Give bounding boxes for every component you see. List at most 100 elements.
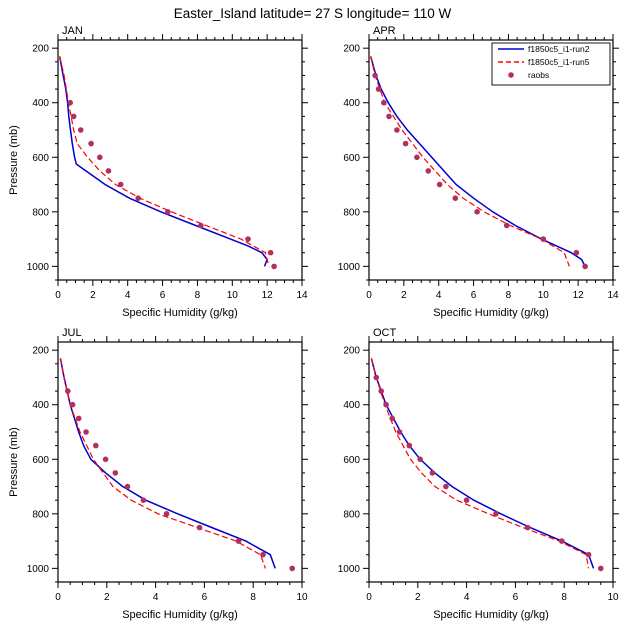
raobs-point: [163, 511, 170, 517]
raobs-point: [573, 249, 580, 256]
panel-title: APR: [373, 25, 396, 37]
y-tick-label: 1000: [338, 262, 361, 273]
y-tick-label: 400: [343, 400, 360, 411]
x-tick-label: 6: [160, 290, 166, 301]
x-tick-label: 8: [250, 592, 256, 603]
x-tick-label: 4: [153, 592, 159, 603]
y-tick-label: 400: [343, 98, 360, 109]
x-axis-label: Specific Humidity (g/kg): [433, 609, 549, 621]
raobs-point: [402, 140, 409, 147]
x-tick-label: 8: [506, 290, 512, 301]
panel-title: OCT: [373, 327, 397, 339]
raobs-point: [383, 401, 389, 408]
y-tick-label: 400: [32, 98, 49, 109]
raobs-point: [493, 511, 499, 517]
y-tick-label: 800: [32, 207, 49, 218]
raobs-point: [443, 483, 449, 490]
raobs-point: [598, 565, 604, 572]
raobs-point: [373, 374, 380, 381]
x-tick-label: 2: [90, 290, 96, 301]
x-axis-label: Specific Humidity (g/kg): [122, 307, 238, 319]
y-tick-label: 800: [343, 207, 360, 218]
series-f1850c5_i1-run2: [58, 56, 268, 267]
raobs-point: [474, 209, 480, 215]
y-tick-label: 800: [32, 509, 49, 520]
panel-jan: 0 2 4 6 8 10 12 14 200 400 600 800 1000 Specific Humi…: [4, 22, 310, 324]
raobs-point: [140, 497, 147, 503]
x-tick-label: 6: [202, 592, 208, 603]
raobs-point: [503, 222, 510, 229]
raobs-point: [540, 236, 547, 242]
raobs-point: [375, 86, 382, 92]
raobs-point: [386, 113, 392, 120]
raobs-point: [198, 222, 204, 229]
y-tick-label: 200: [32, 44, 49, 55]
x-tick-label: 4: [436, 290, 442, 301]
raobs-point: [417, 456, 423, 463]
series-f1850c5_i1-run2: [369, 56, 586, 267]
y-tick-label: 600: [32, 153, 49, 164]
raobs-point: [582, 263, 588, 270]
x-tick-label: 8: [195, 290, 201, 301]
legend-label: f1850c5_i1-run2: [528, 44, 590, 54]
legend-box: [491, 42, 611, 86]
raobs-point: [378, 388, 384, 394]
raobs-point: [381, 99, 387, 106]
raobs-point: [69, 401, 76, 408]
x-tick-label: 4: [125, 290, 131, 301]
raobs-point: [83, 429, 89, 435]
y-tick-label: 1000: [27, 262, 50, 273]
x-tick-label: 0: [55, 592, 61, 603]
y-tick-label: 600: [343, 455, 360, 466]
raobs-point: [196, 524, 203, 531]
x-tick-label: 6: [513, 592, 519, 603]
series-f1850c5_i1-run5: [370, 358, 590, 569]
x-axis-label: Specific Humidity (g/kg): [122, 609, 238, 621]
raobs-point: [88, 140, 94, 147]
x-tick-label: 2: [415, 592, 421, 603]
raobs-point: [235, 538, 242, 544]
legend-marker-sample: [508, 72, 514, 78]
y-axis-label: Pressure (mb): [8, 125, 20, 195]
raobs-point: [135, 195, 141, 201]
y-tick-label: 200: [32, 346, 49, 357]
legend-label: f1850c5_i1-run5: [528, 57, 590, 67]
raobs-point: [267, 249, 274, 256]
panel-title: JAN: [62, 25, 83, 37]
raobs-point: [77, 127, 84, 133]
raobs-point: [67, 99, 73, 106]
raobs-point: [289, 565, 296, 572]
panel-apr: 0 2 4 6 8 10 12 14 200 400 600 800 1000 Specific Humi…: [315, 22, 621, 324]
y-axis-label: Pressure (mb): [8, 427, 20, 497]
x-axis-label: Specific Humidity (g/kg): [433, 307, 549, 319]
raobs-point: [585, 551, 592, 558]
raobs-point: [389, 415, 395, 422]
y-tick-label: 600: [343, 153, 360, 164]
y-tick-label: 200: [343, 44, 360, 55]
series-f1850c5_i1-run5: [370, 56, 570, 267]
x-tick-label: 6: [471, 290, 477, 301]
raobs-point: [452, 195, 459, 201]
x-tick-label: 0: [366, 290, 372, 301]
y-tick-label: 1000: [27, 564, 50, 575]
raobs-point: [271, 263, 277, 270]
raobs-point: [372, 72, 378, 79]
y-tick-label: 200: [343, 346, 360, 357]
legend-label: raobs: [528, 70, 549, 80]
panel-title: JUL: [62, 327, 82, 339]
y-tick-label: 800: [343, 509, 360, 520]
x-tick-label: 12: [262, 290, 274, 301]
raobs-point: [102, 456, 109, 463]
y-tick-label: 1000: [338, 564, 361, 575]
x-tick-label: 10: [538, 290, 550, 301]
x-tick-label: 12: [573, 290, 585, 301]
raobs-point: [112, 470, 119, 476]
panel-grid: 0 2 4 6 8 10 12 14 200 400 600 800 1000 Specific Humi…: [0, 22, 625, 626]
chart-oct: 0 2 4 6 8 10 200 400 600 800 1000 Specific Humidity…: [338, 327, 619, 621]
raobs-point: [559, 538, 565, 544]
plot-frame: [368, 341, 614, 583]
series-f1850c5_i1-run2: [370, 358, 595, 569]
x-tick-label: 0: [366, 592, 372, 603]
chart-jan: 0 2 4 6 8 10 12 14 200 400 600 800 1000 Specific Humi…: [8, 25, 308, 319]
